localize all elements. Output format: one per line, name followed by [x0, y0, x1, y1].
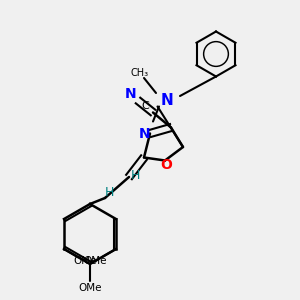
Text: OMe: OMe — [83, 256, 107, 266]
Text: O: O — [160, 158, 172, 172]
Text: CH₃: CH₃ — [130, 68, 148, 79]
Text: N: N — [160, 93, 173, 108]
Text: N: N — [125, 88, 136, 101]
Text: OMe: OMe — [78, 283, 102, 293]
Text: N: N — [139, 127, 150, 140]
Text: C: C — [142, 101, 149, 111]
Text: H: H — [130, 169, 140, 182]
Text: OMe: OMe — [73, 256, 97, 266]
Text: H: H — [105, 185, 114, 199]
